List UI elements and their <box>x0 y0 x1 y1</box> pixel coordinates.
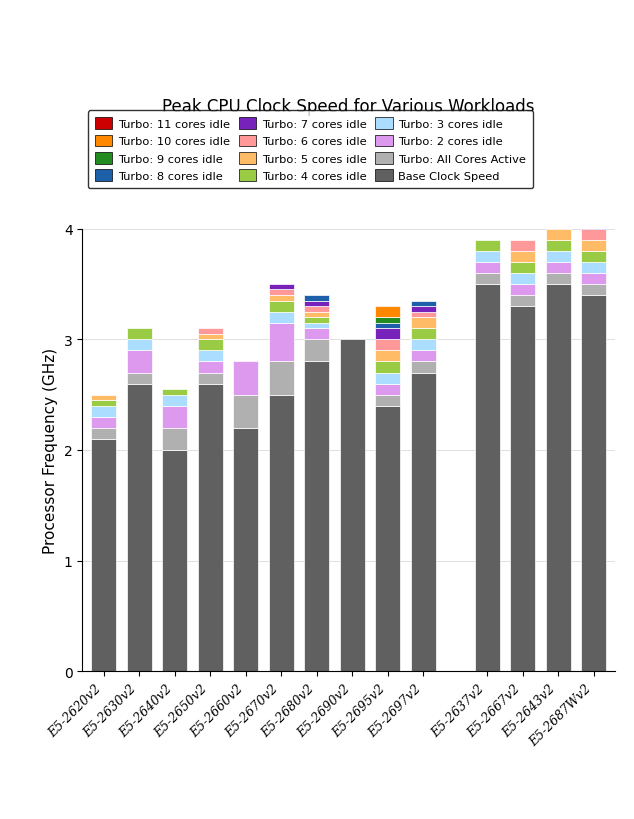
Bar <box>475 274 500 285</box>
Bar <box>269 290 294 296</box>
Bar <box>198 362 223 373</box>
Bar <box>375 306 400 318</box>
Bar <box>162 450 187 672</box>
Bar <box>375 373 400 384</box>
Bar <box>411 362 436 373</box>
Bar <box>269 324 294 362</box>
Bar <box>510 296 535 307</box>
Bar <box>198 329 223 334</box>
Bar <box>581 251 606 262</box>
Bar <box>546 229 571 241</box>
Bar <box>162 395 187 406</box>
Bar <box>581 284 606 296</box>
Bar <box>510 241 535 251</box>
Bar <box>127 351 152 373</box>
Bar <box>581 241 606 251</box>
Bar <box>581 207 606 219</box>
Bar <box>475 251 500 262</box>
Bar <box>475 241 500 251</box>
Legend: Turbo: 11 cores idle, Turbo: 10 cores idle, Turbo: 9 cores idle, Turbo: 8 cores : Turbo: 11 cores idle, Turbo: 10 cores id… <box>88 111 533 188</box>
Title: Peak CPU Clock Speed for Various Workloads: Peak CPU Clock Speed for Various Workloa… <box>162 97 535 115</box>
Bar <box>546 262 571 274</box>
Bar <box>375 318 400 324</box>
Bar <box>375 340 400 351</box>
Bar <box>198 384 223 672</box>
Bar <box>581 274 606 285</box>
Bar <box>375 406 400 672</box>
Bar <box>581 296 606 672</box>
Bar <box>91 400 116 406</box>
Bar <box>91 406 116 418</box>
Bar <box>91 418 116 428</box>
Bar <box>304 318 329 324</box>
Bar <box>510 262 535 274</box>
Bar <box>411 301 436 306</box>
Bar <box>510 274 535 285</box>
Bar <box>581 219 606 229</box>
Bar <box>546 285 571 672</box>
Bar <box>198 334 223 340</box>
Bar <box>304 362 329 672</box>
Bar <box>269 396 294 672</box>
Bar <box>269 285 294 290</box>
Bar <box>233 428 258 672</box>
Bar <box>411 351 436 362</box>
Bar <box>546 251 571 262</box>
Bar <box>581 174 606 185</box>
Bar <box>91 428 116 439</box>
Bar <box>475 285 500 672</box>
Bar <box>375 362 400 373</box>
Bar <box>581 197 606 207</box>
Bar <box>91 439 116 672</box>
Bar <box>198 373 223 384</box>
Bar <box>411 328 436 340</box>
Bar <box>304 312 329 318</box>
Bar <box>375 396 400 406</box>
Bar <box>233 362 258 396</box>
Bar <box>304 340 329 362</box>
Bar <box>510 251 535 262</box>
Bar <box>127 384 152 672</box>
Bar <box>162 406 187 428</box>
Bar <box>340 340 365 672</box>
Bar <box>127 340 152 351</box>
Bar <box>411 306 436 312</box>
Bar <box>375 384 400 396</box>
Bar <box>510 284 535 296</box>
Bar <box>198 340 223 351</box>
Bar <box>546 274 571 285</box>
Bar <box>581 229 606 241</box>
Y-axis label: Processor Frequency (GHz): Processor Frequency (GHz) <box>43 347 58 554</box>
Bar <box>411 312 436 318</box>
Bar <box>304 328 329 340</box>
Bar <box>127 328 152 340</box>
Bar <box>375 324 400 328</box>
Bar <box>304 296 329 301</box>
Bar <box>510 307 535 672</box>
Bar <box>233 396 258 428</box>
Bar <box>304 301 329 307</box>
Bar <box>546 241 571 251</box>
Bar <box>581 185 606 197</box>
Bar <box>162 390 187 396</box>
Bar <box>91 396 116 400</box>
Bar <box>304 324 329 329</box>
Bar <box>411 373 436 672</box>
Bar <box>198 351 223 362</box>
Bar <box>304 307 329 312</box>
Bar <box>581 262 606 274</box>
Bar <box>269 312 294 324</box>
Bar <box>411 318 436 328</box>
Bar <box>127 373 152 384</box>
Bar <box>269 296 294 301</box>
Bar <box>475 262 500 274</box>
Bar <box>269 362 294 396</box>
Bar <box>375 351 400 362</box>
Bar <box>269 301 294 312</box>
Bar <box>162 428 187 450</box>
Bar <box>375 328 400 340</box>
Bar <box>411 340 436 351</box>
